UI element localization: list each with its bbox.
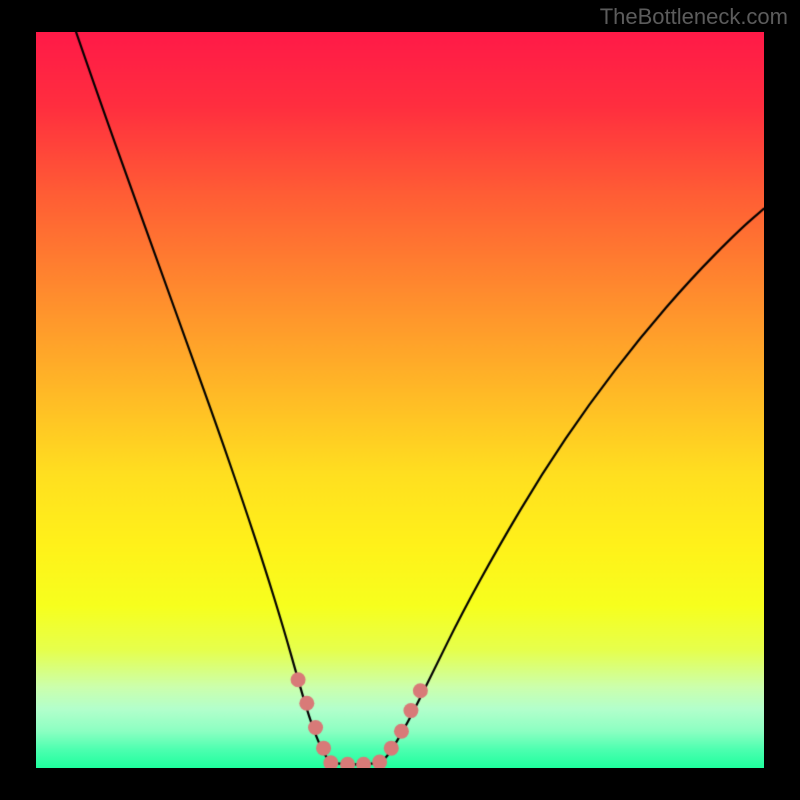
chart-stage: TheBottleneck.com	[0, 0, 800, 800]
bottleneck-curve	[36, 32, 764, 768]
plot-area	[36, 32, 764, 768]
watermark-text: TheBottleneck.com	[600, 4, 788, 30]
